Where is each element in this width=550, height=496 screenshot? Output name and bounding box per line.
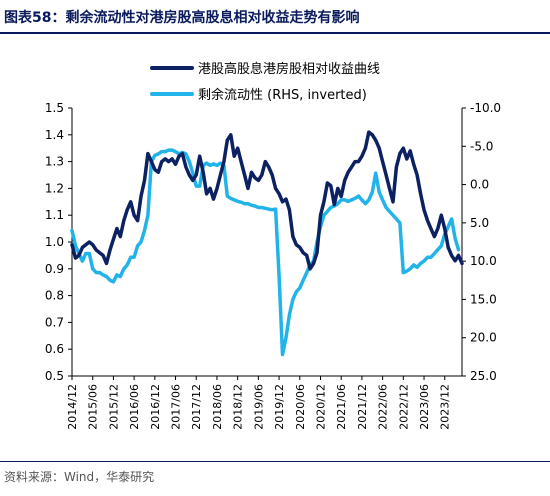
left-tick-label: 1.0 (45, 235, 64, 249)
x-tick-label: 2023/06 (418, 384, 431, 430)
right-tick-label: 5.0 (470, 216, 489, 230)
x-tick-label: 2022/06 (377, 384, 390, 430)
legend-label: 剩余流动性 (RHS, inverted) (198, 87, 367, 103)
x-tick-label: 2019/06 (252, 384, 265, 430)
left-tick-label: 0.7 (45, 315, 64, 329)
left-tick-label: 0.6 (45, 342, 64, 356)
x-tick-label: 2018/06 (211, 384, 224, 430)
x-tick-label: 2018/12 (232, 384, 245, 430)
x-tick-label: 2021/12 (356, 384, 369, 430)
relative-return-series-line (70, 130, 464, 271)
left-tick-label: 0.9 (45, 262, 64, 276)
x-tick-label: 2021/06 (335, 384, 348, 430)
source-divider (0, 461, 550, 462)
x-tick-label: 2022/12 (397, 384, 410, 430)
right-tick-label: 10.0 (470, 254, 497, 268)
left-tick-label: 1.4 (45, 128, 64, 142)
x-tick-label: 2016/06 (128, 384, 141, 430)
x-tick-label: 2015/06 (87, 384, 100, 430)
right-tick-label: 15.0 (470, 292, 497, 306)
figure-title: 图表58：剩余流动性对港房股高股息相对收益走势有影响 (4, 10, 360, 26)
right-y-axis: -10.0 -5.0 0.0 5.0 10.0 15.0 20.0 25.0 (462, 101, 501, 383)
left-tick-label: 0.5 (45, 369, 64, 383)
series-group (70, 130, 464, 357)
title-divider (0, 32, 550, 34)
chart-area: 1.51.41.31.21.11.00.90.80.70.60.5 -10.0-… (45, 61, 501, 430)
x-tick-label: 2015/12 (107, 384, 120, 430)
right-tick-label: 25.0 (470, 369, 497, 383)
left-tick-label: 1.1 (45, 208, 64, 222)
right-tick-label: 20.0 (470, 331, 497, 345)
x-tick-label: 2017/12 (190, 384, 203, 430)
x-axis: 2014/12 2015/06 2015/12 2016/06 2016/12 2017/… (66, 376, 452, 430)
liquidity-series-line (70, 148, 461, 357)
x-tick-label: 2014/12 (66, 384, 79, 430)
legend-label: 港股高股息港房股相对收益曲线 (198, 61, 380, 77)
right-tick-label: -5.0 (470, 139, 493, 153)
left-tick-label: 0.8 (45, 289, 64, 303)
chart-header: 图表58：剩余流动性对港房股高股息相对收益走势有影响 (0, 0, 550, 34)
left-y-axis: 1.5 1.4 1.3 1.2 1.1 1.0 0.9 0.8 0.7 0.6 0.5 (45, 101, 72, 383)
x-tick-label: 2020/12 (314, 384, 327, 430)
x-tick-label: 2023/12 (439, 384, 452, 430)
left-tick-label: 1.3 (45, 155, 64, 169)
right-tick-label: -10.0 (470, 101, 501, 115)
x-tick-label: 2016/12 (149, 384, 162, 430)
left-tick-label: 1.5 (45, 101, 64, 115)
left-tick-label: 1.2 (45, 181, 64, 195)
x-tick-label: 2019/12 (273, 384, 286, 430)
right-tick-label: 0.0 (470, 178, 489, 192)
source-note: 资料来源：Wind，华泰研究 (4, 470, 155, 484)
x-tick-label: 2017/06 (170, 384, 183, 430)
x-tick-label: 2020/06 (294, 384, 307, 430)
